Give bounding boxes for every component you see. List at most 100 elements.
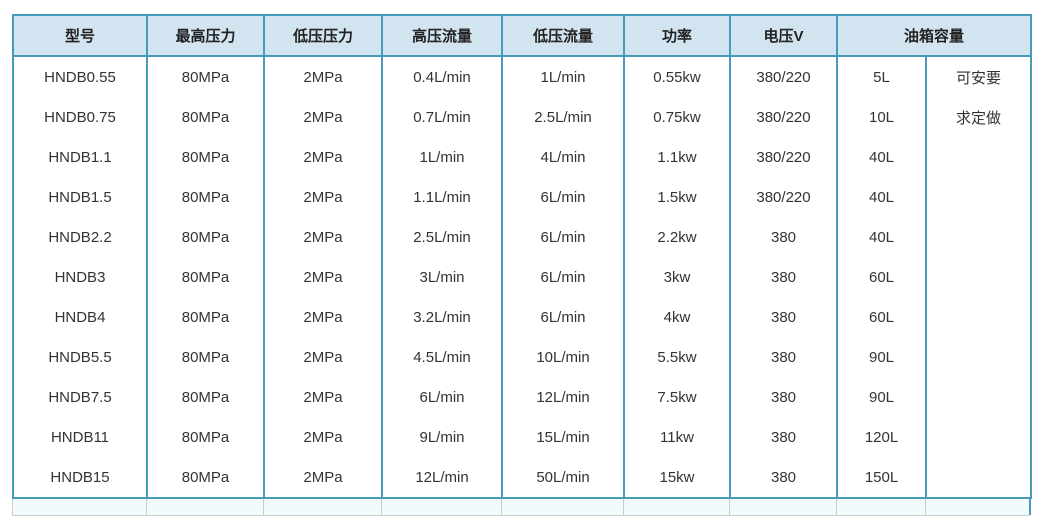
table-cell: 2MPa — [263, 257, 383, 297]
footer-cell — [264, 499, 382, 515]
table-cell: HNDB5.5 — [12, 337, 148, 377]
table-body: HNDB0.55 80MPa 2MPa 0.4L/min 1L/min 0.55kw 380… — [12, 56, 1033, 498]
table-row: HNDB5.5 80MPa 2MPa 4.5L/min 10L/min 5.5kw 380 9… — [12, 337, 1033, 377]
table-cell: 2MPa — [263, 137, 383, 177]
table-cell: 80MPa — [146, 337, 265, 377]
table-cell — [924, 217, 1033, 257]
table-cell: 120L — [836, 417, 927, 457]
table-cell: 可安要 — [924, 56, 1033, 97]
table-cell: 60L — [836, 257, 927, 297]
table-cell: 80MPa — [146, 257, 265, 297]
table-header: 型号 最高压力 低压压力 高压流量 低压流量 功率 电压V 油箱容量 — [12, 15, 1033, 56]
table-cell: 50L/min — [501, 457, 625, 498]
table-cell: 380/220 — [729, 56, 838, 97]
table-cell: 7.5kw — [623, 377, 731, 417]
table-cell: 380 — [729, 217, 838, 257]
table-cell: 90L — [836, 337, 927, 377]
table-cell: 2MPa — [263, 337, 383, 377]
spec-table: 型号 最高压力 低压压力 高压流量 低压流量 功率 电压V 油箱容量 HNDB0… — [12, 14, 1033, 499]
table-cell: HNDB0.55 — [12, 56, 148, 97]
table-cell: HNDB2.2 — [12, 217, 148, 257]
table-cell: 2.2kw — [623, 217, 731, 257]
table-row: HNDB11 80MPa 2MPa 9L/min 15L/min 11kw 380 120L — [12, 417, 1033, 457]
table-cell: 80MPa — [146, 97, 265, 137]
header-cell-model: 型号 — [12, 15, 148, 56]
table-cell: 380 — [729, 457, 838, 498]
table-cell: 0.4L/min — [381, 56, 503, 97]
table-cell — [924, 257, 1033, 297]
table-row: HNDB1.5 80MPa 2MPa 1.1L/min 6L/min 1.5kw 380/2… — [12, 177, 1033, 217]
table-cell: 4kw — [623, 297, 731, 337]
footer-cell — [382, 499, 502, 515]
table-row: HNDB0.75 80MPa 2MPa 0.7L/min 2.5L/min 0.75kw 3… — [12, 97, 1033, 137]
table-cell — [924, 137, 1033, 177]
table-cell: 2MPa — [263, 417, 383, 457]
table-cell: 1.5kw — [623, 177, 731, 217]
table-cell: HNDB1.1 — [12, 137, 148, 177]
table-cell: 1L/min — [501, 56, 625, 97]
table-cell: 80MPa — [146, 417, 265, 457]
table-row: HNDB4 80MPa 2MPa 3.2L/min 6L/min 4kw 380 60L — [12, 297, 1033, 337]
footer-strip — [12, 499, 1031, 516]
header-cell-power: 功率 — [623, 15, 731, 56]
table-cell: 求定做 — [924, 97, 1033, 137]
table-cell: 5L — [836, 56, 927, 97]
table-cell: 12L/min — [501, 377, 625, 417]
table-cell: 2MPa — [263, 56, 383, 97]
table-cell: 60L — [836, 297, 927, 337]
table-cell: 380 — [729, 297, 838, 337]
table-cell: 6L/min — [381, 377, 503, 417]
footer-cell — [837, 499, 926, 515]
table-cell: 80MPa — [146, 457, 265, 498]
table-cell: 4L/min — [501, 137, 625, 177]
table-cell: 1.1kw — [623, 137, 731, 177]
table-cell — [924, 417, 1033, 457]
footer-cell — [624, 499, 730, 515]
table-row: HNDB7.5 80MPa 2MPa 6L/min 12L/min 7.5kw 380 90L — [12, 377, 1033, 417]
table-cell: 40L — [836, 177, 927, 217]
table-cell: 2MPa — [263, 457, 383, 498]
footer-cell — [730, 499, 837, 515]
footer-cell — [147, 499, 264, 515]
table-cell: HNDB4 — [12, 297, 148, 337]
table-cell: 150L — [836, 457, 927, 498]
table-cell: 2.5L/min — [501, 97, 625, 137]
table-cell: 1L/min — [381, 137, 503, 177]
table-cell: 10L — [836, 97, 927, 137]
page-content: 型号 最高压力 低压压力 高压流量 低压流量 功率 电压V 油箱容量 HNDB0… — [12, 14, 1033, 516]
table-cell — [924, 457, 1033, 498]
table-cell: 2MPa — [263, 97, 383, 137]
table-row: HNDB2.2 80MPa 2MPa 2.5L/min 6L/min 2.2kw 380 40… — [12, 217, 1033, 257]
table-cell: 0.75kw — [623, 97, 731, 137]
table-cell: 5.5kw — [623, 337, 731, 377]
table-cell: 80MPa — [146, 377, 265, 417]
table-cell: 9L/min — [381, 417, 503, 457]
table-cell: 15L/min — [501, 417, 625, 457]
table-cell: 0.7L/min — [381, 97, 503, 137]
table-cell: 2MPa — [263, 217, 383, 257]
table-cell: 2MPa — [263, 177, 383, 217]
table-cell: 380 — [729, 377, 838, 417]
table-cell: 1.1L/min — [381, 177, 503, 217]
table-cell — [924, 177, 1033, 217]
table-cell — [924, 377, 1033, 417]
table-cell: 6L/min — [501, 217, 625, 257]
table-cell: 6L/min — [501, 297, 625, 337]
table-cell: 380/220 — [729, 177, 838, 217]
table-cell: 6L/min — [501, 257, 625, 297]
table-cell: 380/220 — [729, 97, 838, 137]
table-cell: 0.55kw — [623, 56, 731, 97]
header-cell-high-flow: 高压流量 — [381, 15, 503, 56]
table-cell: 3.2L/min — [381, 297, 503, 337]
table-cell: 15kw — [623, 457, 731, 498]
table-row: HNDB3 80MPa 2MPa 3L/min 6L/min 3kw 380 60L — [12, 257, 1033, 297]
header-cell-low-pressure: 低压压力 — [263, 15, 383, 56]
table-cell: HNDB1.5 — [12, 177, 148, 217]
table-cell: 3kw — [623, 257, 731, 297]
header-row: 型号 最高压力 低压压力 高压流量 低压流量 功率 电压V 油箱容量 — [12, 15, 1033, 56]
header-cell-low-flow: 低压流量 — [501, 15, 625, 56]
table-cell: 380 — [729, 257, 838, 297]
table-cell — [924, 297, 1033, 337]
table-cell: 80MPa — [146, 56, 265, 97]
table-cell: 380 — [729, 337, 838, 377]
